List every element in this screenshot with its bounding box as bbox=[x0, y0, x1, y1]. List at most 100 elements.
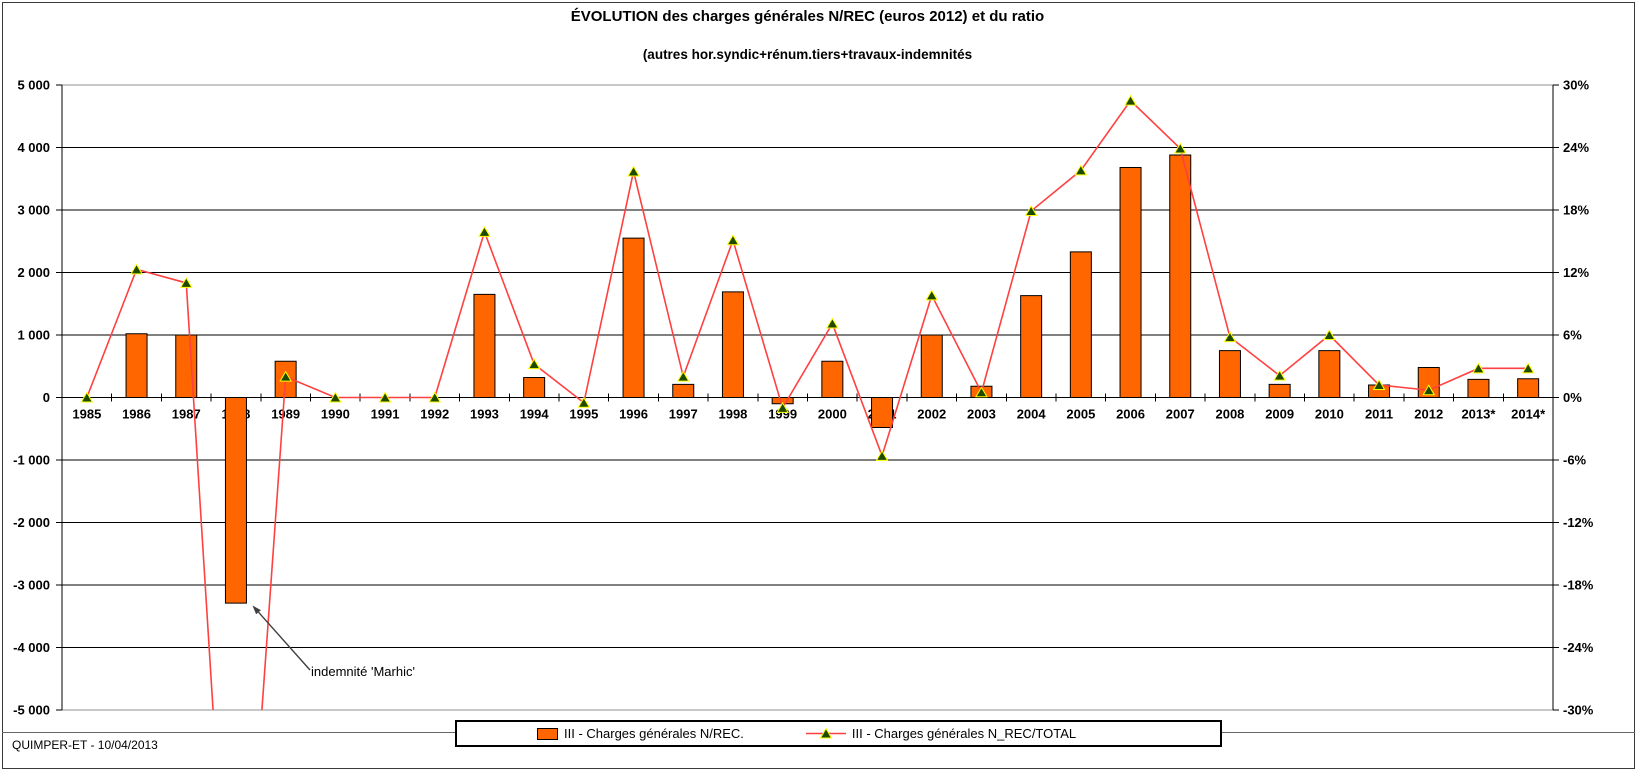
bar-1993 bbox=[473, 293, 496, 398]
x-axis-label-1998: 1998 bbox=[718, 407, 747, 422]
bar-1994 bbox=[523, 377, 546, 398]
legend-entry-line: III - Charges générales N_REC/TOTAL bbox=[805, 726, 1077, 741]
ratio-marker-1996 bbox=[627, 165, 640, 177]
ratio-marker-2001 bbox=[875, 449, 889, 461]
x-axis-label-2003: 2003 bbox=[967, 407, 996, 422]
left-axis-label: 5 000 bbox=[17, 78, 50, 93]
x-axis-label-2007: 2007 bbox=[1166, 407, 1195, 422]
legend-label-line: III - Charges générales N_REC/TOTAL bbox=[851, 726, 1077, 741]
bar-2008 bbox=[1218, 350, 1241, 398]
bar-series-swatch-icon bbox=[537, 727, 558, 740]
right-axis-label: 24% bbox=[1563, 140, 1589, 155]
ratio-marker-1995 bbox=[577, 396, 591, 408]
x-axis-label-1997: 1997 bbox=[669, 407, 698, 422]
ratio-marker-1990 bbox=[328, 391, 342, 403]
x-axis-label-1989: 1989 bbox=[271, 407, 300, 422]
bar-2010 bbox=[1318, 350, 1341, 398]
ratio-marker-1994 bbox=[527, 358, 541, 370]
ratio-marker-1987 bbox=[179, 276, 193, 288]
x-axis-label-2013*: 2013* bbox=[1461, 407, 1496, 422]
ratio-marker-1985 bbox=[80, 391, 94, 403]
bar-1996 bbox=[622, 237, 645, 398]
x-axis-label-2008: 2008 bbox=[1215, 407, 1244, 422]
x-axis-label-2014*: 2014* bbox=[1511, 407, 1546, 422]
x-axis-label-2005: 2005 bbox=[1066, 407, 1095, 422]
bar-1987 bbox=[175, 334, 198, 398]
annotation-arrowhead-icon bbox=[252, 605, 261, 615]
left-axis-label: -2 000 bbox=[13, 515, 50, 530]
bar-1986 bbox=[125, 333, 148, 398]
left-axis-label: 1 000 bbox=[17, 328, 50, 343]
ratio-marker-2005 bbox=[1074, 164, 1088, 176]
left-axis-label: 0 bbox=[43, 390, 50, 405]
x-axis-label-1985: 1985 bbox=[72, 407, 101, 422]
bar-2006 bbox=[1119, 167, 1142, 398]
bar-2001 bbox=[871, 397, 894, 428]
right-axis-label: -12% bbox=[1563, 515, 1594, 530]
ratio-marker-2006 bbox=[1124, 94, 1137, 106]
ratio-marker-2003 bbox=[975, 386, 988, 398]
right-axis-label: 30% bbox=[1563, 78, 1589, 93]
legend-label-bars: III - Charges générales N/REC. bbox=[564, 726, 744, 741]
right-axis-label: 0% bbox=[1563, 390, 1582, 405]
ratio-line bbox=[86, 99, 1529, 710]
legend-entry-bars: III - Charges générales N/REC. bbox=[537, 726, 744, 741]
ratio-marker-1992 bbox=[428, 391, 442, 403]
x-axis-label-1996: 1996 bbox=[619, 407, 648, 422]
ratio-marker-2011 bbox=[1372, 379, 1386, 390]
x-axis-label-2010: 2010 bbox=[1315, 407, 1344, 422]
x-axis-label-2011: 2011 bbox=[1365, 407, 1393, 422]
ratio-marker-2007 bbox=[1173, 142, 1187, 154]
right-axis-label: -18% bbox=[1563, 578, 1594, 593]
annotation-arrow bbox=[257, 611, 311, 671]
x-axis-label-1993: 1993 bbox=[470, 407, 499, 422]
ratio-marker-1989 bbox=[279, 370, 293, 382]
right-axis-label: -24% bbox=[1563, 640, 1594, 655]
ratio-marker-2010 bbox=[1322, 329, 1336, 340]
left-axis-label: -4 000 bbox=[13, 640, 50, 655]
x-axis-label-1992: 1992 bbox=[420, 407, 449, 422]
ratio-marker-1991 bbox=[378, 391, 392, 403]
ratio-marker-2013* bbox=[1472, 362, 1485, 374]
chart-subtitle: (autres hor.syndic+rénum.tiers+travaux-i… bbox=[642, 47, 973, 62]
x-axis-label-1991: 1991 bbox=[371, 407, 400, 422]
bar-2009 bbox=[1268, 383, 1291, 398]
bar-2014* bbox=[1517, 378, 1540, 398]
left-axis-label: 3 000 bbox=[17, 203, 50, 218]
ratio-marker-2000 bbox=[825, 317, 839, 329]
bar-1998 bbox=[721, 291, 744, 398]
x-axis-label-1990: 1990 bbox=[321, 407, 350, 422]
bar-1988 bbox=[224, 397, 247, 604]
ratio-marker-2004 bbox=[1024, 205, 1038, 217]
bar-2007 bbox=[1169, 154, 1192, 398]
x-axis-label-2000: 2000 bbox=[818, 407, 847, 422]
x-axis-label-1987: 1987 bbox=[172, 407, 201, 422]
ratio-marker-2002 bbox=[925, 289, 939, 301]
ratio-marker-1999 bbox=[776, 401, 790, 413]
x-axis-label-1999: 1999 bbox=[768, 407, 797, 422]
x-axis-label-1986: 1986 bbox=[122, 407, 151, 422]
x-axis-label-1995: 1995 bbox=[569, 407, 598, 422]
x-axis-label-2009: 2009 bbox=[1265, 407, 1294, 422]
right-axis-label: -30% bbox=[1563, 703, 1594, 718]
legend: III - Charges générales N/REC. III - Cha… bbox=[455, 720, 1222, 747]
ratio-marker-2009 bbox=[1273, 369, 1287, 381]
line-series-swatch-icon bbox=[805, 727, 846, 739]
right-axis-label: 12% bbox=[1563, 265, 1589, 280]
ratio-marker-1986 bbox=[130, 263, 143, 275]
ratio-marker-1997 bbox=[676, 370, 690, 382]
bar-2013* bbox=[1467, 378, 1490, 398]
left-axis-label: -1 000 bbox=[13, 453, 50, 468]
bar-2004 bbox=[1020, 295, 1043, 398]
right-axis-label: 6% bbox=[1563, 328, 1582, 343]
x-axis-label-2012: 2012 bbox=[1414, 407, 1443, 422]
bar-2002 bbox=[920, 334, 943, 398]
left-axis-label: -5 000 bbox=[13, 703, 50, 718]
bar-1997 bbox=[672, 383, 695, 398]
left-axis-label: -3 000 bbox=[13, 578, 50, 593]
bar-2000 bbox=[821, 360, 844, 398]
left-axis-label: 2 000 bbox=[17, 265, 50, 280]
ratio-marker-1993 bbox=[478, 225, 491, 237]
